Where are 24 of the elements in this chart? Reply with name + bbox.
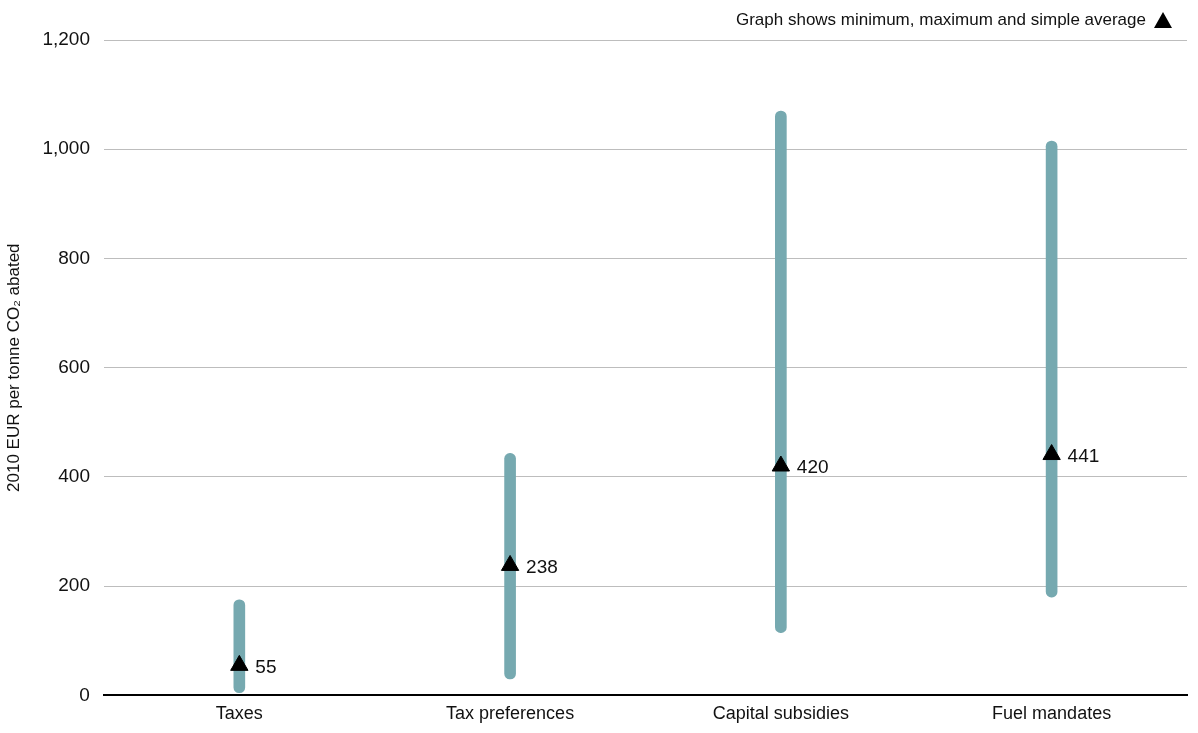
bar — [775, 110, 787, 633]
y-tick-label: 200 — [58, 574, 90, 596]
x-tick-label: Capital subsidies — [712, 703, 849, 724]
data-label: 55 — [255, 655, 277, 677]
point — [230, 654, 249, 671]
data-label: 420 — [796, 456, 829, 478]
y-tick-label: 0 — [79, 683, 90, 705]
x-tick-label: Tax preferences — [446, 703, 575, 724]
x-tick-label: Fuel mandates — [992, 703, 1112, 724]
data-label: 441 — [1067, 444, 1100, 466]
y-tick-label: 400 — [58, 465, 90, 487]
text: Graph shows minimum, maximum and simple average — [735, 10, 1146, 30]
point — [771, 455, 791, 472]
bar — [1045, 140, 1058, 598]
point — [500, 554, 520, 571]
y-axis-title: 2010 EUR per tonne CO₂ abated — [3, 243, 23, 492]
bar — [504, 453, 516, 680]
y-tick-label: 600 — [58, 355, 90, 377]
data-label: 238 — [526, 555, 558, 577]
y-tick-label: 1,000 — [42, 137, 90, 159]
y-tick-label: 800 — [58, 246, 90, 268]
y-tick-label: 1,200 — [42, 28, 90, 50]
x-tick-label: Taxes — [215, 703, 263, 724]
point — [1042, 444, 1061, 461]
